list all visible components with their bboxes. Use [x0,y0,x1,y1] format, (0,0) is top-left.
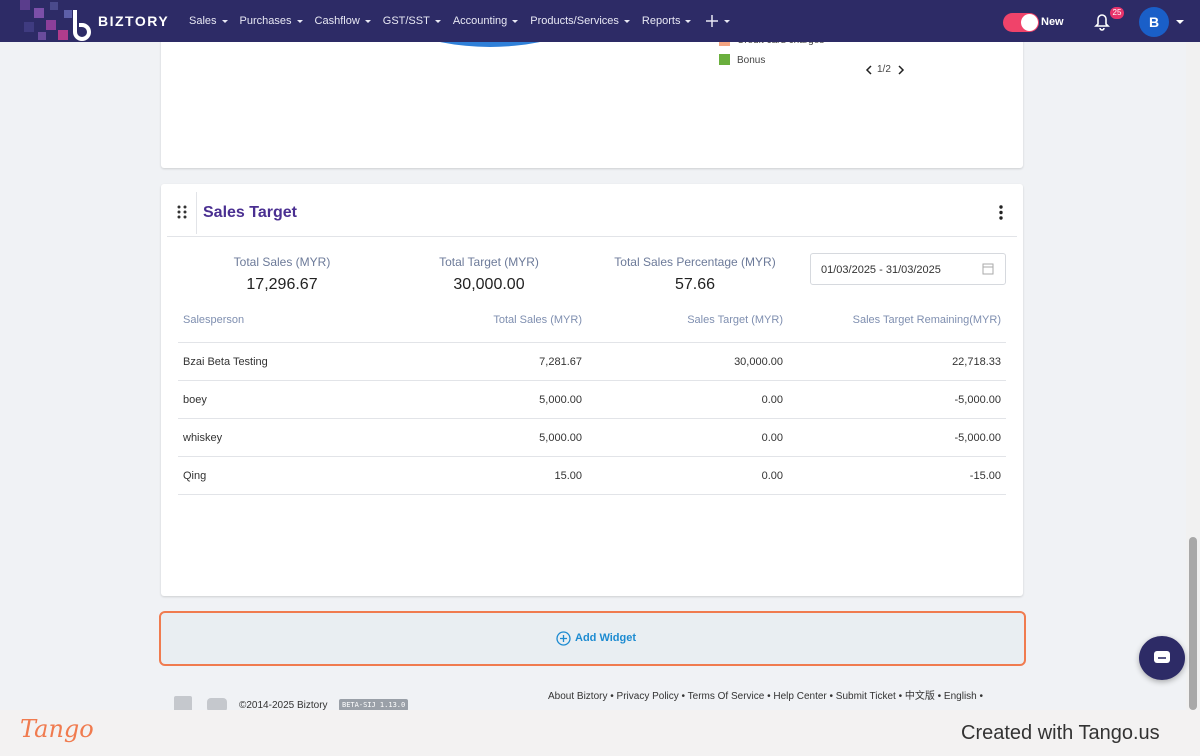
menu-item[interactable]: Purchases [240,14,303,28]
table-row: Bzai Beta Testing 7,281.67 30,000.00 22,718… [178,342,1006,381]
menu-label: Accounting [452,15,508,27]
legend-label: Bonus [737,55,766,66]
sales-target-table: Salesperson Total Sales (MYR) Sales Target… [178,298,1006,495]
stat-value: 30,000.00 [453,276,525,293]
menu-caret [623,19,630,23]
table-cell: 0.00 [586,380,787,419]
menu-label: Reports [641,15,681,27]
sales-target-widget: Sales Target Total Sales (MYR) 17,296.67 T… [161,184,1023,596]
logo-pattern [20,0,91,41]
bell-icon[interactable] [1093,12,1111,32]
drag-handle[interactable] [177,205,187,219]
table-cell: 7,281.67 [400,342,586,381]
tango-credit: Created with Tango.us [961,722,1160,744]
menu-item[interactable]: GST/SST [383,14,441,28]
table-cell: whiskey [178,418,400,457]
menu-caret [364,19,371,23]
table-cell: -5,000.00 [787,380,1006,419]
avatar-caret[interactable] [1176,20,1184,24]
chart-widget: Credit card charges Bonus 1/2 [161,30,1023,168]
version-badge: BETA-SIJ 1.13.0 [339,699,409,711]
add-icon [556,631,571,646]
table-row: Qing 15.00 0.00 -15.00 [178,456,1006,495]
date-range-text: 01/03/2025 - 31/03/2025 [821,264,941,276]
date-range-input[interactable]: 01/03/2025 - 31/03/2025 [810,253,1006,285]
pager-next[interactable] [897,65,905,75]
stat-label: Total Sales Percentage (MYR) [614,255,776,269]
table-row: boey 5,000.00 0.00 -5,000.00 [178,380,1006,419]
menu-caret [434,19,441,23]
table-cell: -15.00 [787,456,1006,495]
table-cell: 0.00 [586,456,787,495]
table-cell: Qing [178,456,400,495]
table-cell: 0.00 [586,418,787,457]
plus-icon [706,15,719,27]
toggle-label: New [1041,16,1064,28]
menu-caret [512,19,519,23]
add-widget-label: Add Widget [575,632,636,644]
table-cell: 15.00 [400,456,586,495]
toggle[interactable] [1003,13,1039,32]
menu-item[interactable]: Accounting [452,14,519,28]
menu-label: Sales [189,15,217,27]
legend-swatch [719,54,730,65]
menu-caret [724,19,731,23]
add-widget-button[interactable]: Add Widget [159,611,1026,666]
facebook-icon[interactable] [174,696,192,710]
menu-label: Purchases [239,15,292,27]
menu-caret [296,19,303,23]
pager-text: 1/2 [877,64,891,75]
scrollbar[interactable] [1186,42,1200,710]
table-cell: 5,000.00 [400,380,586,419]
column-header: Sales Target Remaining(MYR) [852,314,1001,326]
column-header: Sales Target (MYR) [687,314,783,326]
youtube-icon[interactable] [207,698,227,710]
menu-item[interactable]: Sales [189,14,228,28]
table-cell: 30,000.00 [586,342,787,381]
table-cell: 5,000.00 [400,418,586,457]
footer-links[interactable]: About Biztory • Privacy Policy • Terms O… [548,691,984,702]
menu-item[interactable]: Cashflow [315,14,371,28]
tango-logo: Tango [20,715,94,743]
calendar-icon[interactable] [982,262,994,275]
kebab-menu[interactable] [999,205,1003,220]
widget-title: Sales Target [203,204,297,221]
stat-value: 57.66 [674,276,716,293]
stat-label: Total Target (MYR) [439,255,539,269]
copyright: ©2014-2025 Biztory [239,700,328,711]
avatar[interactable]: B [1139,7,1169,37]
menu: Sales Purchases Cashflow GST/SST Accounting P… [189,14,731,28]
notification-badge: 25 [1110,7,1124,19]
navbar: BIZTORY Sales Purchases Cashflow GST/SST Acc… [0,0,1200,42]
brand[interactable]: BIZTORY [98,13,170,29]
menu-caret [685,19,692,23]
menu-label: Products/Services [530,15,619,27]
tango-bar: Tango Created with Tango.us [0,710,1200,756]
table-cell: -5,000.00 [787,418,1006,457]
menu-caret [221,19,228,23]
stat-label: Total Sales (MYR) [233,255,331,269]
table-cell: 22,718.33 [787,342,1006,381]
chat-button[interactable] [1139,636,1185,680]
table-cell: boey [178,380,400,419]
menu-item[interactable]: Reports [642,14,692,28]
table-cell: Bzai Beta Testing [178,342,400,381]
menu-label: GST/SST [382,15,430,27]
pager-prev[interactable] [865,65,873,75]
column-header: Salesperson [183,314,245,326]
add-menu[interactable] [705,14,731,28]
column-header: Total Sales (MYR) [493,314,582,326]
menu-item[interactable]: Products/Services [530,14,630,28]
table-row: whiskey 5,000.00 0.00 -5,000.00 [178,418,1006,457]
menu-label: Cashflow [314,15,360,27]
stat-value: 17,296.67 [246,276,318,293]
